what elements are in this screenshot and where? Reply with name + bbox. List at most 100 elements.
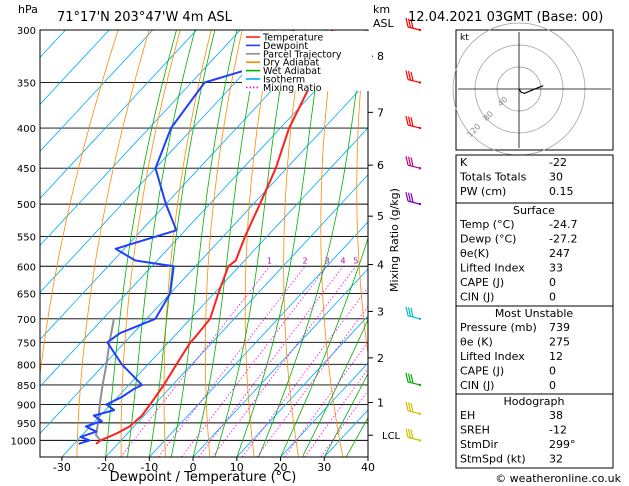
mixing-ratio-line [198,266,344,457]
isotherm-line [149,221,368,457]
dry-adiabat-line [244,30,274,457]
isotherm-line [192,268,368,457]
height-tick-label: 2 [377,352,384,365]
isotherm-line [40,30,329,341]
pressure-tick-label: 350 [17,79,36,90]
isotherm-line [40,30,285,294]
isotherm-line [280,362,368,457]
hodograph-table: Hodograph EH 38 SREH -12 StmDir 299° StmSpd (k… [455,393,614,469]
height-tick-label: 8 [377,50,384,63]
hodograph-unit: kt [460,33,469,43]
pressure-tick-label: 900 [17,400,36,411]
dry-adiabat-line [320,30,344,457]
temperature-tick-label: 40 [361,461,375,474]
mixing-ratio-label: 1 [267,256,272,265]
wind-barb [405,17,422,32]
isotherm-line [40,80,368,435]
wet-adiabat-line [148,30,216,457]
table-row-value: 38 [549,409,563,422]
dry-adiabat-line [614,30,629,457]
table-row-label: CAPE (J) [460,365,504,378]
table-row-label: Pressure (mb) [460,321,537,334]
table-row-value: -22 [549,156,567,169]
table-row-label: Dewp (°C) [460,233,516,246]
dry-adiabat-line [283,30,305,457]
hodograph-trace [518,85,544,95]
mixing-ratio-label: 2 [303,256,308,265]
mixing-ratio-axis-label: Mixing Ratio (g/kg) [388,188,401,292]
table-row-label: Totals Totals [459,171,527,184]
table-row-label: θe(K) [460,247,489,260]
mixing-ratio-line [241,286,368,457]
pressure-tick-label: 700 [17,315,36,326]
table-row-label: CIN (J) [460,291,494,304]
plot-grid [40,30,629,457]
table-row-value: 247 [549,247,570,260]
pressure-tick-label: 450 [17,164,36,175]
table-row-value: 0 [549,379,556,392]
x-axis-label: Dewpoint / Temperature (°C) [110,470,297,485]
dry-adiabat-line [356,30,368,357]
isotherm-line [40,30,197,199]
axes: 3003504004505005506006507007508008509009… [11,26,401,474]
table-row-label: CAPE (J) [460,276,504,289]
wet-adiabat-line [302,318,368,457]
wet-adiabat-line [127,30,196,457]
dry-adiabat-line [40,30,119,378]
wet-adiabat-line [105,30,177,457]
isotherm-line [105,174,368,457]
temperature-tick-label: -30 [53,461,71,474]
table-row-label: Temp (°C) [459,218,515,231]
surface-title: Surface [513,204,555,217]
dewpoint-line [78,30,305,445]
dry-adiabat-line [204,30,243,457]
pressure-tick-label: 950 [17,419,36,430]
temperature-tick-label: 20 [274,461,288,474]
table-row-value: -27.2 [549,233,577,246]
datetime-title: 12.04.2021 03GMT (Base: 00) [408,10,603,25]
table-row-label: PW (cm) [460,185,506,198]
temperature-tick-label: -10 [140,461,158,474]
legend-label: Isotherm [263,75,305,86]
wind-barb [405,401,422,415]
wind-barbs [405,17,422,442]
dry-adiabat-line [163,30,212,457]
wind-barb [405,372,422,387]
indices-table: K -22 Totals Totals 30 PW (cm) 0.15 [455,154,614,204]
legend-label: Temperature [262,33,323,44]
table-row-value: 0 [549,276,556,289]
table-row-label: Lifted Index [460,262,525,275]
table-row-label: StmDir [460,438,499,451]
table-row-value: 299° [549,438,576,451]
location-title: 71°17'N 203°47'W 4m ASL [57,10,233,25]
isotherm-line [236,315,368,457]
table-row-value: -24.7 [549,218,577,231]
table-row-label: EH [460,409,475,422]
legend-label: Dry Adiabat [263,58,320,69]
plot-frame [39,29,369,458]
height-unit-km: km [373,3,390,16]
mixing-ratio-line [212,266,357,457]
pressure-tick-label: 850 [17,381,36,392]
isotherm-line [40,30,241,247]
temperature-tick-label: -20 [97,461,115,474]
legend-label: Parcel Trajectory [263,49,342,60]
mixing-ratio-line [157,266,306,457]
wind-barb [405,115,422,130]
mixing-ratio-label: 3 [324,256,329,265]
wet-adiabat-line [280,236,368,457]
pressure-tick-label: 400 [17,124,36,135]
mixing-ratio-line [120,266,270,457]
temperature-tick-label: 10 [230,461,244,474]
wet-adiabat-line [170,30,238,457]
pressure-tick-label: 650 [17,290,36,301]
height-tick-label: 6 [377,159,384,172]
table-row-value: 30 [549,171,563,184]
lcl-label: LCL [382,431,401,442]
copyright-footer: © weatheronline.co.uk [495,472,621,485]
table-row-label: CIN (J) [460,379,494,392]
table-row-value: 32 [549,453,563,466]
temperature-tick-label: 30 [317,461,331,474]
